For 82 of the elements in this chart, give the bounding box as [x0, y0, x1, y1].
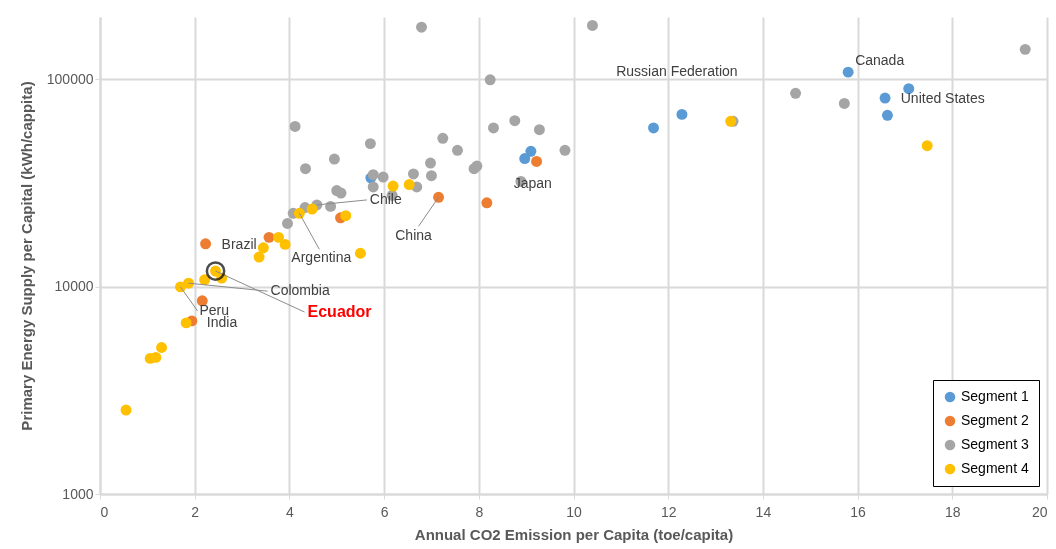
annotation: Ecuador — [307, 303, 372, 321]
point — [300, 163, 311, 175]
point — [452, 144, 463, 156]
point — [293, 207, 305, 219]
point — [183, 277, 195, 289]
point — [328, 153, 340, 165]
point — [289, 120, 301, 132]
point — [425, 170, 437, 182]
legend-label: Segment 4 — [961, 460, 1029, 476]
point — [364, 138, 376, 150]
x-tick-label: 0 — [100, 503, 109, 520]
legend-label: Segment 2 — [961, 412, 1029, 428]
point — [509, 115, 521, 127]
point — [1019, 43, 1031, 55]
point — [354, 247, 366, 259]
point — [488, 122, 499, 134]
y-axis-title: Primary Energy Supply per Capital (kWh/cappita) — [17, 81, 35, 431]
point — [200, 238, 212, 250]
x-tick-label: 4 — [286, 503, 294, 520]
point — [263, 231, 275, 243]
point — [838, 97, 850, 109]
point — [586, 20, 598, 31]
point — [481, 197, 493, 209]
point — [407, 168, 419, 180]
y-tick-label: 1000 — [62, 485, 94, 502]
point — [676, 108, 688, 120]
annotation: Argentina — [291, 249, 352, 266]
point — [437, 132, 449, 144]
point — [253, 251, 265, 263]
x-tick-label: 14 — [755, 503, 772, 520]
point — [335, 187, 347, 199]
annotation: Peru — [199, 301, 230, 318]
point — [842, 66, 854, 78]
point — [416, 21, 427, 33]
point — [519, 153, 531, 165]
point — [559, 144, 571, 156]
legend-label: Segment 3 — [961, 436, 1029, 452]
x-tick-label: 16 — [850, 503, 867, 520]
point — [533, 124, 545, 136]
point — [120, 404, 132, 416]
point — [433, 191, 445, 203]
point — [525, 145, 537, 157]
point — [921, 140, 933, 152]
point — [879, 92, 891, 104]
x-tick-label: 10 — [566, 503, 582, 520]
point — [180, 317, 192, 329]
point — [403, 179, 415, 191]
point — [306, 203, 318, 215]
y-tick-label: 10000 — [54, 278, 94, 295]
x-tick-label: 2 — [191, 503, 200, 520]
point — [257, 242, 269, 254]
x-tick-label: 6 — [380, 503, 389, 520]
annotation: Colombia — [270, 282, 330, 299]
point — [282, 217, 293, 229]
annotation: Brazil — [221, 235, 257, 252]
x-tick-label: 8 — [475, 503, 484, 520]
x-tick-label: 12 — [660, 503, 677, 520]
point — [484, 74, 496, 86]
point — [387, 180, 399, 192]
x-tick-label: 20 — [1031, 503, 1048, 520]
x-axis-title: Annual CO2 Emission per Capita (toe/capita) — [414, 525, 734, 543]
point — [150, 351, 162, 363]
annotation: China — [395, 227, 433, 244]
point — [790, 87, 802, 99]
annotation: Chile — [369, 190, 402, 207]
annotation: Canada — [855, 52, 905, 69]
point — [881, 109, 893, 121]
point — [273, 231, 284, 243]
point — [425, 157, 436, 169]
point — [367, 181, 379, 193]
x-tick-label: 18 — [945, 503, 961, 520]
annotation: Russian Federation — [616, 63, 738, 80]
legend-label: Segment 1 — [961, 388, 1029, 404]
y-tick-label: 100000 — [46, 70, 94, 87]
point — [648, 122, 659, 134]
point — [340, 210, 352, 222]
annotation: United States — [900, 89, 985, 106]
point — [531, 155, 543, 167]
point — [377, 171, 389, 183]
point — [279, 238, 291, 250]
annotation: Japan — [513, 174, 552, 191]
point — [156, 342, 168, 353]
